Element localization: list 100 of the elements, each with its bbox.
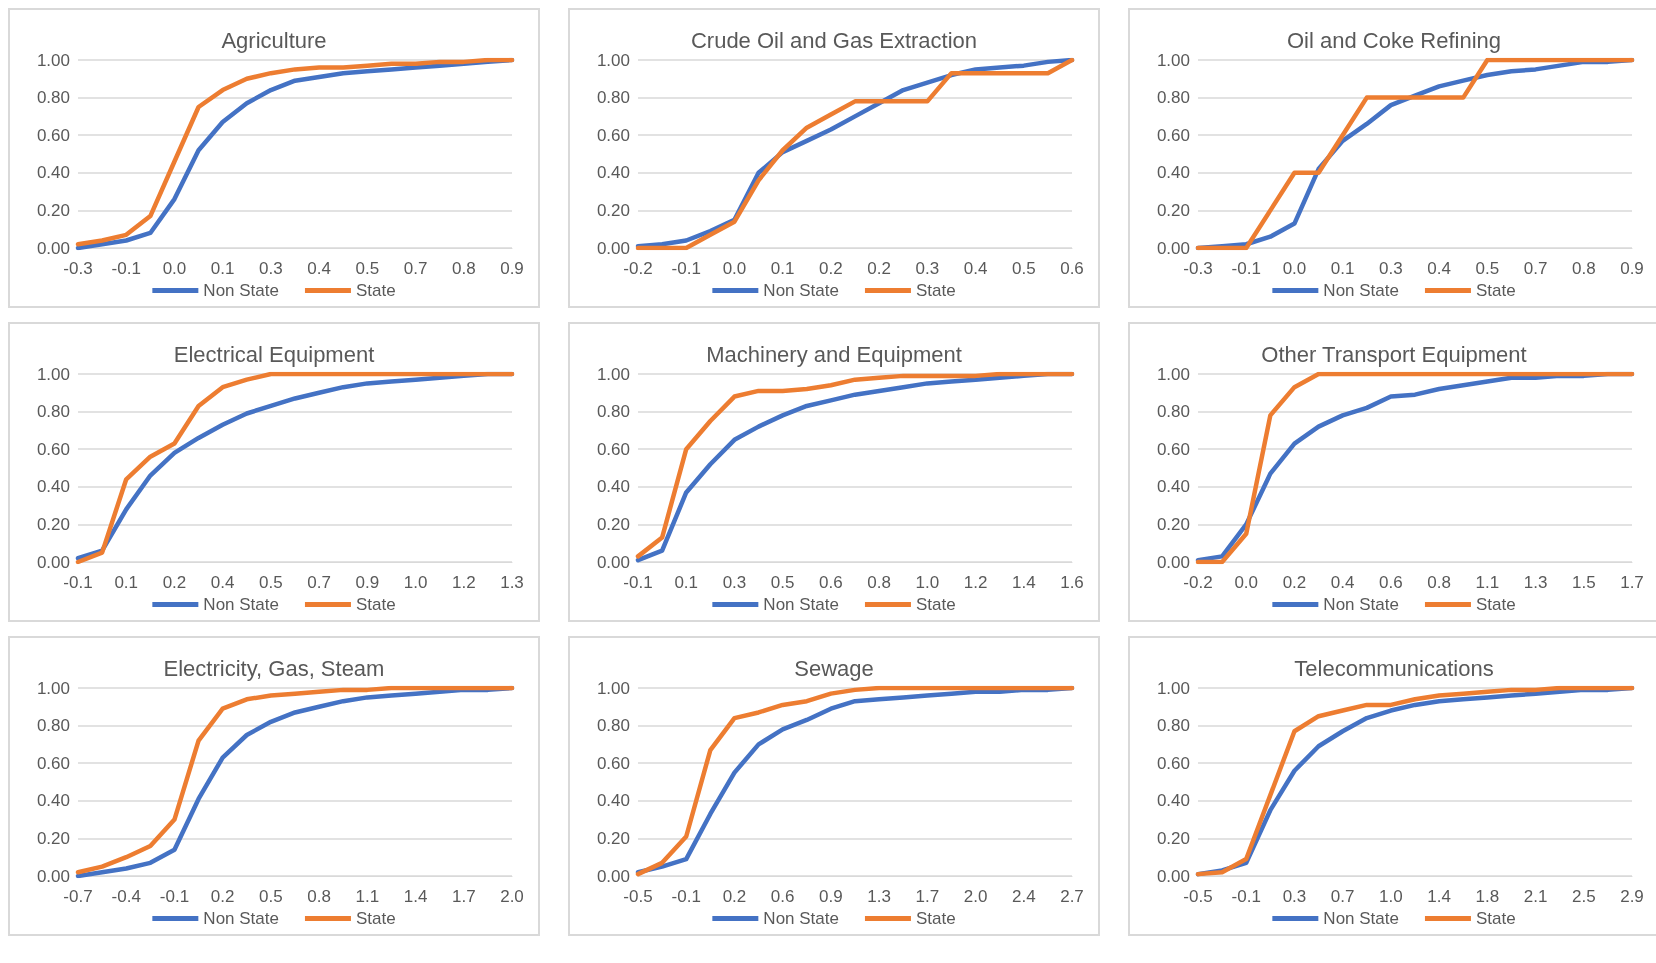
legend-label: State <box>355 909 396 928</box>
legend-label: State <box>1475 909 1516 928</box>
chart-title: Other Transport Equipment <box>1261 341 1527 367</box>
x-tick-label: 1.8 <box>1475 887 1500 906</box>
legend-label: State <box>915 595 956 614</box>
x-tick-label: 1.3 <box>500 573 524 592</box>
x-tick-label: -0.2 <box>623 259 653 278</box>
y-tick-label: 0.60 <box>36 125 70 145</box>
y-tick-label: 0.00 <box>36 552 70 572</box>
x-tick-label: 0.6 <box>819 573 843 592</box>
x-tick-label: 0.7 <box>307 573 331 592</box>
x-tick-label: 1.6 <box>1060 573 1084 592</box>
x-tick-label: 2.0 <box>500 887 524 906</box>
y-tick-label: 0.80 <box>596 716 630 736</box>
x-tick-label: 0.2 <box>722 887 747 906</box>
legend-label: Non State <box>1323 909 1399 928</box>
y-tick-label: 0.40 <box>36 477 70 497</box>
y-tick-label: 0.20 <box>36 200 70 220</box>
x-tick-label: 0.3 <box>915 259 940 278</box>
x-tick-label: 0.1 <box>770 259 795 278</box>
y-tick-label: 0.60 <box>1156 125 1190 145</box>
x-tick-label: 0.6 <box>770 887 795 906</box>
y-tick-label: 0.20 <box>596 200 630 220</box>
x-tick-label: -0.5 <box>623 887 653 906</box>
x-tick-label: 0.1 <box>1330 259 1355 278</box>
x-tick-label: 1.1 <box>1475 573 1500 592</box>
x-tick-label: 0.5 <box>1011 259 1036 278</box>
x-tick-label: 1.4 <box>1427 887 1451 906</box>
x-tick-label: 0.6 <box>1060 259 1084 278</box>
x-tick-label: 0.8 <box>1427 573 1451 592</box>
x-tick-label: 0.7 <box>1523 259 1548 278</box>
x-tick-label: 0.4 <box>1330 573 1355 592</box>
x-tick-label: 0.5 <box>259 573 283 592</box>
x-tick-label: -0.1 <box>623 573 653 592</box>
y-tick-label: 0.00 <box>1156 552 1190 572</box>
x-tick-label: 0.0 <box>1282 259 1307 278</box>
x-tick-label: 0.4 <box>210 573 235 592</box>
x-tick-label: 1.5 <box>1571 573 1596 592</box>
x-tick-label: 0.1 <box>210 259 235 278</box>
y-tick-label: 0.80 <box>36 402 70 422</box>
x-tick-label: -0.1 <box>111 259 141 278</box>
legend-label: Non State <box>1323 281 1399 300</box>
y-tick-label: 0.40 <box>36 163 70 183</box>
y-tick-label: 0.60 <box>596 125 630 145</box>
x-tick-label: -0.3 <box>63 259 93 278</box>
y-tick-label: 0.00 <box>36 866 70 886</box>
y-tick-label: 0.60 <box>36 439 70 459</box>
x-tick-label: 0.0 <box>162 259 187 278</box>
x-tick-label: 0.3 <box>1282 887 1307 906</box>
chart-title: Machinery and Equipment <box>706 341 962 367</box>
y-tick-label: 0.20 <box>1156 514 1190 534</box>
legend-label: State <box>915 281 956 300</box>
x-tick-label: 0.9 <box>355 573 380 592</box>
x-tick-label: 0.2 <box>162 573 187 592</box>
y-tick-label: 0.20 <box>596 828 630 848</box>
chart-title: Electrical Equipment <box>173 341 375 367</box>
legend-label: State <box>1475 595 1516 614</box>
y-tick-label: 0.20 <box>36 514 70 534</box>
y-tick-label: 0.80 <box>1156 88 1190 108</box>
x-tick-label: 0.1 <box>114 573 139 592</box>
x-tick-label: 0.5 <box>355 259 380 278</box>
x-tick-label: -0.5 <box>1183 887 1213 906</box>
x-tick-label: 0.9 <box>500 259 524 278</box>
y-tick-label: 1.00 <box>1156 50 1190 70</box>
x-tick-label: 0.8 <box>307 887 331 906</box>
x-tick-label: 1.4 <box>403 887 428 906</box>
y-tick-label: 0.00 <box>596 238 630 258</box>
y-tick-label: 0.40 <box>596 477 630 497</box>
x-tick-label: 1.7 <box>451 887 476 906</box>
y-tick-label: 0.60 <box>596 753 630 773</box>
y-tick-label: 0.00 <box>1156 866 1190 886</box>
x-tick-label: 0.0 <box>722 259 747 278</box>
y-tick-label: 0.00 <box>596 552 630 572</box>
x-tick-label: 1.2 <box>963 573 988 592</box>
legend-label: State <box>355 595 396 614</box>
x-tick-label: 1.0 <box>1379 887 1403 906</box>
x-tick-label: 0.9 <box>1620 259 1644 278</box>
x-tick-label: 1.7 <box>1620 573 1644 592</box>
y-tick-label: 0.40 <box>596 791 630 811</box>
x-tick-label: 0.5 <box>259 887 283 906</box>
y-tick-label: 0.00 <box>596 866 630 886</box>
y-tick-label: 0.40 <box>36 791 70 811</box>
x-tick-label: 1.1 <box>355 887 380 906</box>
x-tick-label: -0.2 <box>1183 573 1213 592</box>
y-tick-label: 0.00 <box>36 238 70 258</box>
chart-title: Electricity, Gas, Steam <box>163 655 385 681</box>
x-tick-label: 1.7 <box>915 887 940 906</box>
x-tick-label: -0.1 <box>1231 887 1261 906</box>
x-tick-label: 2.9 <box>1620 887 1644 906</box>
x-tick-label: 0.1 <box>674 573 699 592</box>
x-tick-label: 2.4 <box>1011 887 1036 906</box>
x-tick-label: 0.4 <box>963 259 988 278</box>
y-tick-label: 0.20 <box>36 828 70 848</box>
chart-title: Telecommunications <box>1294 655 1494 681</box>
x-tick-label: 1.0 <box>403 573 428 592</box>
x-tick-label: 0.8 <box>451 259 476 278</box>
x-tick-label: -0.4 <box>111 887 141 906</box>
legend-label: Non State <box>763 281 839 300</box>
x-tick-label: 2.1 <box>1523 887 1548 906</box>
x-tick-label: 0.4 <box>307 259 331 278</box>
